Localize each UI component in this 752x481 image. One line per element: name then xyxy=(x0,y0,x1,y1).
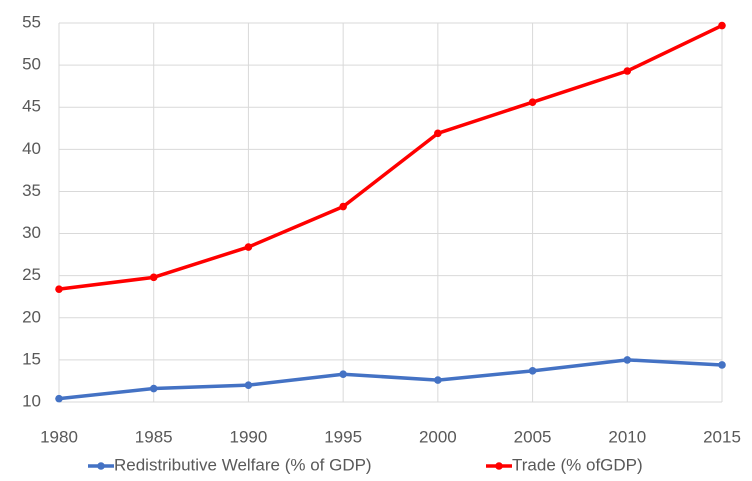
y-tick-label: 30 xyxy=(22,223,41,242)
point xyxy=(434,129,442,138)
series-line xyxy=(58,23,723,291)
y-tick-label: 15 xyxy=(22,349,41,368)
x-tick-label: 1980 xyxy=(40,427,78,446)
point xyxy=(244,243,253,251)
point xyxy=(244,381,253,389)
x-tick-label: 2005 xyxy=(514,427,552,446)
point xyxy=(623,67,632,75)
point xyxy=(149,273,158,282)
point xyxy=(55,394,63,403)
point xyxy=(149,384,158,393)
y-tick-label: 45 xyxy=(22,97,41,116)
y-tick-label: 20 xyxy=(22,307,41,326)
legend-marker xyxy=(495,462,503,470)
legend-label: Redistributive Welfare (% of GDP) xyxy=(114,455,372,474)
point xyxy=(528,367,537,375)
x-tick-label: 2000 xyxy=(419,427,457,446)
point xyxy=(339,370,347,379)
y-tick-label: 35 xyxy=(22,181,41,200)
point xyxy=(528,98,537,106)
point xyxy=(55,285,63,293)
y-tick-label: 25 xyxy=(22,265,41,284)
y-tick-label: 40 xyxy=(22,139,41,158)
point xyxy=(718,361,726,369)
x-tick-label: 2015 xyxy=(703,427,741,446)
x-tick-label: 1990 xyxy=(230,427,268,446)
legend-label: Trade (% ofGDP) xyxy=(512,455,643,474)
x-tick-label: 1995 xyxy=(324,427,362,446)
x-tick-label: 2010 xyxy=(608,427,646,446)
point xyxy=(434,376,442,384)
x-tick-label: 1985 xyxy=(135,427,173,446)
series-line xyxy=(58,358,723,401)
point xyxy=(623,356,632,364)
y-tick-label: 10 xyxy=(22,391,41,410)
legend-marker xyxy=(97,462,105,470)
point xyxy=(339,202,347,211)
y-tick-label: 50 xyxy=(22,55,41,74)
point xyxy=(718,21,726,30)
y-tick-label: 55 xyxy=(22,12,41,31)
